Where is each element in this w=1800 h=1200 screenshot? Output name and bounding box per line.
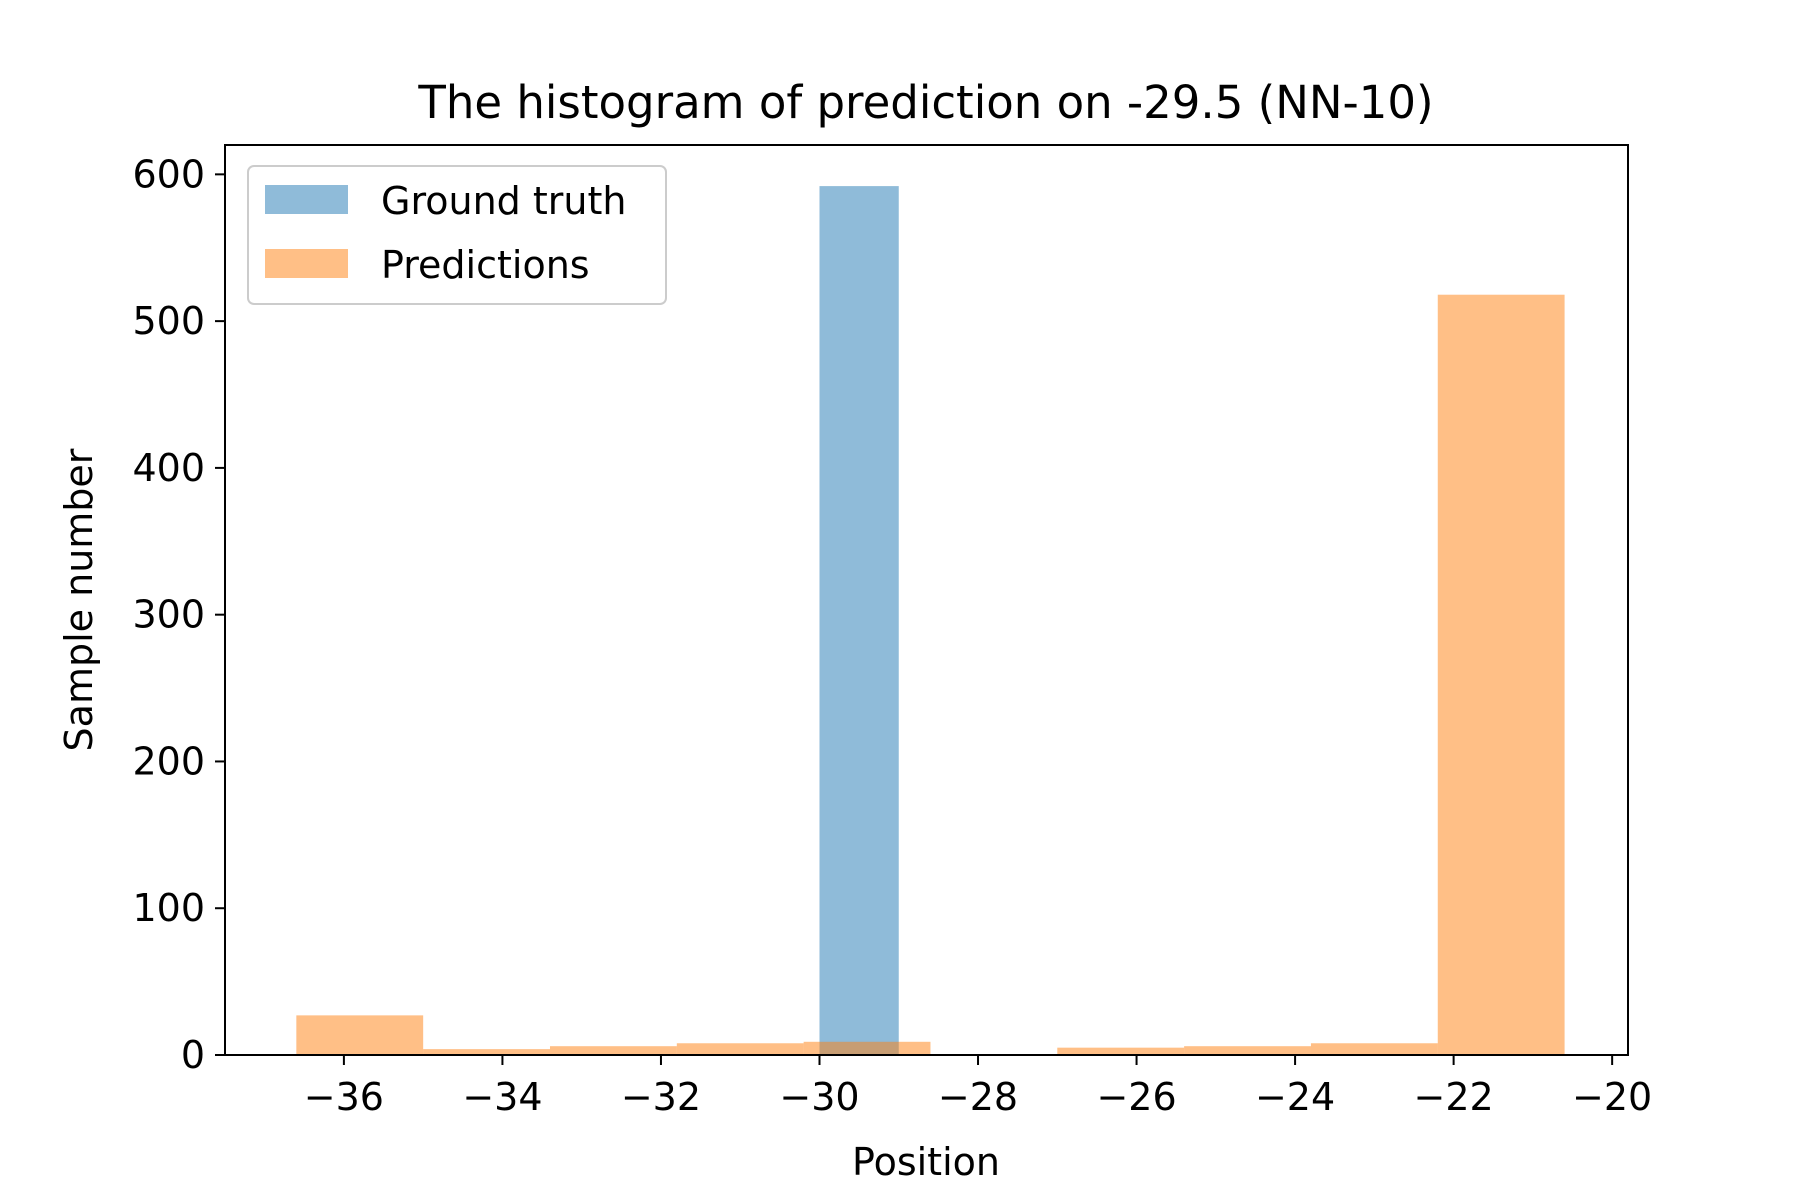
y-tick-label: 400 <box>132 446 205 490</box>
x-tick-label: −20 <box>1572 1075 1652 1119</box>
x-tick-label: −24 <box>1255 1075 1335 1119</box>
y-tick-label: 0 <box>181 1033 205 1077</box>
x-axis-title: Position <box>852 1140 1000 1184</box>
legend-label-ground-truth: Ground truth <box>381 179 626 223</box>
legend: Ground truth Predictions <box>247 165 667 305</box>
plot-frame <box>224 144 1629 1056</box>
bars-layer <box>296 186 1565 1055</box>
predictions-bar <box>1057 1047 1185 1055</box>
predictions-bar <box>549 1046 677 1055</box>
x-tick-label: −22 <box>1414 1075 1494 1119</box>
legend-swatch-predictions <box>265 249 348 278</box>
legend-frame <box>247 165 667 305</box>
y-axis-title: Sample number <box>57 448 101 751</box>
y-tick-label: 200 <box>132 739 205 783</box>
predictions-bar <box>296 1015 424 1055</box>
predictions-bar <box>1437 294 1565 1055</box>
predictions-bar <box>1310 1043 1438 1055</box>
y-tick-label: 100 <box>132 886 205 930</box>
predictions-bar <box>803 1041 931 1055</box>
y-tick-label: 600 <box>132 152 205 196</box>
ground-truth-bar <box>819 186 899 1055</box>
x-tick-label: −36 <box>304 1075 384 1119</box>
legend-label-predictions: Predictions <box>381 243 590 287</box>
y-tick-label: 500 <box>132 299 205 343</box>
x-tick-label: −26 <box>1096 1075 1176 1119</box>
x-tick-label: −28 <box>938 1075 1018 1119</box>
chart-title: The histogram of prediction on -29.5 (NN… <box>417 76 1433 129</box>
x-axis-ticks: −36 −34 −32 −30 −28 −26 −24 −22 −20 <box>304 1055 1652 1119</box>
predictions-bar <box>676 1043 804 1055</box>
x-tick-label: −34 <box>462 1075 542 1119</box>
predictions-bar <box>1184 1046 1311 1055</box>
x-tick-label: −30 <box>779 1075 859 1119</box>
y-tick-label: 300 <box>132 593 205 637</box>
x-tick-label: −32 <box>621 1075 701 1119</box>
legend-swatch-ground-truth <box>265 185 348 214</box>
y-axis-ticks: 0 100 200 300 400 500 600 <box>132 152 225 1077</box>
predictions-bar <box>423 1049 550 1055</box>
